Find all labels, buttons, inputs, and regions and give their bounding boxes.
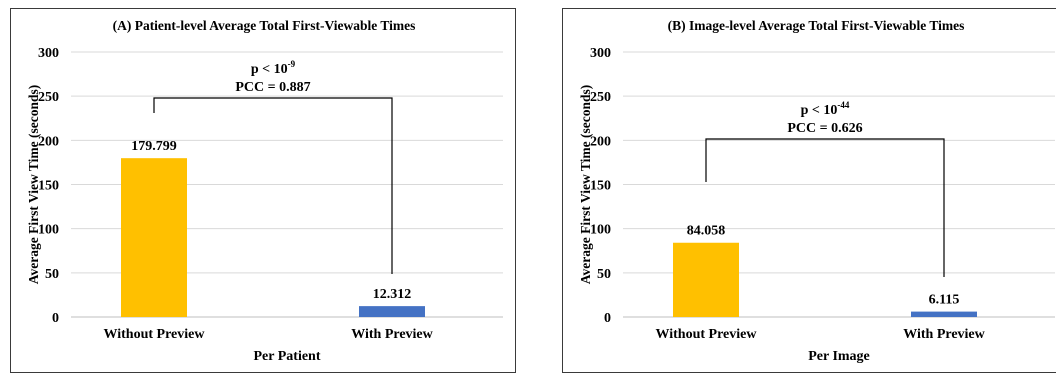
- p-value-base: p < 10: [801, 103, 838, 118]
- bar-without-preview: [121, 158, 187, 317]
- pcc-label: PCC = 0.626: [787, 121, 862, 136]
- chart-panel-a: (A) Patient-level Average Total First-Vi…: [10, 8, 516, 373]
- bar-with-preview: [911, 311, 977, 317]
- chart-a-svg: (A) Patient-level Average Total First-Vi…: [26, 18, 503, 364]
- x-tick-label: Without Preview: [656, 327, 758, 342]
- y-axis-title: Average First View Time (seconds): [26, 85, 41, 284]
- y-tick-label: 300: [38, 46, 59, 61]
- data-label: 12.312: [373, 287, 412, 302]
- x-axis-title: Per Patient: [254, 349, 321, 364]
- y-tick-label: 100: [590, 223, 611, 238]
- chart-title: (B) Image-level Average Total First-View…: [668, 18, 965, 33]
- y-tick-label: 200: [38, 134, 59, 149]
- x-tick-label: With Preview: [903, 327, 985, 342]
- chart-panel-b: (B) Image-level Average Total First-View…: [562, 8, 1056, 373]
- y-tick-label: 300: [590, 46, 611, 61]
- chart-title: (A) Patient-level Average Total First-Vi…: [113, 18, 416, 33]
- p-value-exponent: -9: [288, 59, 296, 69]
- chart-b-svg: (B) Image-level Average Total First-View…: [578, 18, 1055, 364]
- y-tick-label: 50: [45, 267, 59, 282]
- p-value-label: p < 10-9: [251, 59, 296, 77]
- data-label: 84.058: [687, 224, 726, 239]
- significance-bracket: [153, 97, 393, 274]
- data-label: 6.115: [929, 293, 960, 308]
- bar-without-preview: [673, 242, 739, 317]
- pcc-label: PCC = 0.887: [235, 80, 310, 95]
- x-axis-title: Per Image: [808, 349, 870, 364]
- y-tick-label: 200: [590, 134, 611, 149]
- y-tick-label: 250: [38, 90, 59, 105]
- y-tick-label: 150: [590, 179, 611, 194]
- y-tick-label: 100: [38, 223, 59, 238]
- y-tick-label: 0: [604, 311, 611, 326]
- y-axis-title: Average First View Time (seconds): [578, 85, 593, 284]
- p-value-label: p < 10-44: [801, 100, 850, 118]
- data-label: 179.799: [131, 139, 177, 154]
- y-tick-label: 50: [597, 267, 611, 282]
- x-tick-label: Without Preview: [104, 327, 206, 342]
- y-tick-label: 0: [52, 311, 59, 326]
- significance-bracket: [705, 138, 945, 277]
- y-tick-label: 250: [590, 90, 611, 105]
- p-value-base: p < 10: [251, 62, 288, 77]
- x-tick-label: With Preview: [351, 327, 433, 342]
- y-tick-label: 150: [38, 179, 59, 194]
- bar-with-preview: [359, 306, 425, 317]
- p-value-exponent: -44: [837, 100, 849, 110]
